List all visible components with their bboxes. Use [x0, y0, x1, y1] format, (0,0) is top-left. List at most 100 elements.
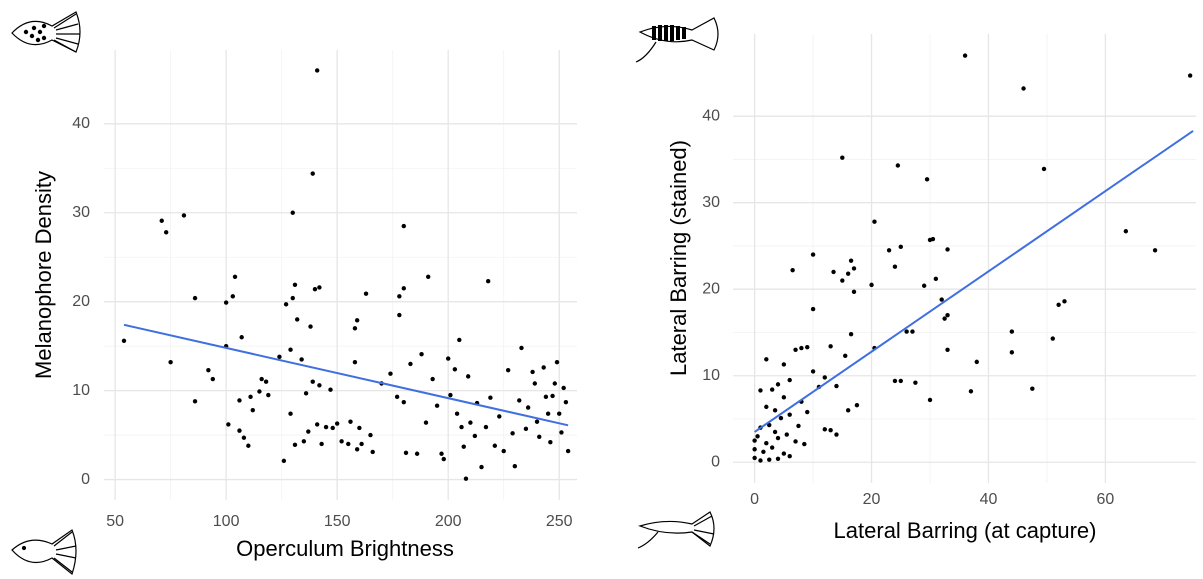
data-point	[299, 357, 304, 362]
data-point	[308, 324, 313, 329]
data-point	[530, 369, 535, 375]
data-point	[805, 409, 810, 415]
data-point	[910, 329, 915, 334]
data-point	[479, 464, 484, 470]
x-tick-label: 60	[1096, 491, 1114, 508]
data-point	[805, 344, 810, 350]
data-point	[799, 345, 804, 351]
data-point	[758, 388, 763, 393]
data-point	[541, 365, 546, 370]
data-point	[764, 357, 769, 362]
data-point	[1041, 166, 1047, 172]
data-point	[872, 219, 877, 224]
data-point	[348, 419, 353, 424]
data-point	[775, 456, 781, 461]
data-point	[505, 367, 511, 373]
data-point	[810, 306, 816, 312]
data-point	[163, 230, 169, 235]
y-tick-label: 20	[702, 280, 720, 297]
data-point	[790, 267, 795, 273]
data-point	[210, 376, 216, 382]
data-point	[397, 294, 402, 299]
data-point	[352, 359, 358, 365]
data-point	[334, 421, 340, 426]
data-point	[772, 408, 778, 413]
data-point	[1009, 350, 1015, 355]
data-point	[787, 453, 792, 459]
data-point	[793, 347, 798, 352]
data-point	[290, 295, 295, 301]
data-point	[510, 431, 515, 436]
data-point	[939, 297, 944, 302]
fish-icon-slender	[637, 511, 715, 549]
x-tick-label: 50	[106, 513, 124, 530]
data-point	[802, 441, 807, 447]
data-point	[359, 441, 364, 447]
data-point	[767, 457, 772, 462]
y-tick-label: 0	[711, 453, 720, 470]
x-tick-label: 200	[435, 513, 462, 530]
data-point	[1030, 386, 1035, 391]
data-point	[426, 274, 431, 279]
data-point	[532, 381, 538, 386]
data-point	[828, 428, 833, 433]
data-point	[472, 433, 478, 439]
data-point	[408, 361, 413, 367]
data-point	[775, 382, 781, 387]
data-point	[168, 359, 173, 365]
data-point	[752, 438, 757, 443]
data-point	[181, 213, 187, 218]
data-point	[554, 359, 560, 365]
data-point	[968, 389, 974, 394]
data-point	[1152, 248, 1158, 253]
data-point	[468, 420, 473, 425]
data-point	[545, 411, 551, 416]
data-point	[401, 399, 406, 405]
data-point	[772, 429, 778, 435]
data-point	[930, 236, 936, 242]
data-point	[840, 278, 845, 283]
data-point	[1187, 73, 1193, 78]
data-point	[306, 429, 311, 434]
data-point	[317, 285, 322, 290]
data-point	[758, 458, 763, 463]
data-point	[854, 402, 860, 408]
data-point	[557, 411, 562, 416]
data-point	[945, 247, 950, 252]
data-point	[537, 434, 542, 440]
data-point	[913, 380, 918, 385]
fish-icon-barred	[635, 17, 719, 63]
data-point	[394, 394, 400, 400]
data-point	[898, 244, 903, 250]
x-tick-label: 100	[213, 513, 240, 530]
data-point	[810, 252, 816, 257]
data-point	[886, 248, 892, 253]
data-point	[288, 347, 293, 352]
data-point	[246, 443, 251, 448]
data-point	[401, 286, 406, 291]
data-point	[561, 385, 566, 391]
data-point	[328, 387, 333, 392]
data-point	[401, 223, 406, 229]
data-point	[292, 282, 298, 287]
data-point	[257, 389, 262, 394]
data-point	[459, 424, 464, 430]
data-point	[1050, 336, 1055, 341]
data-point	[352, 326, 358, 331]
data-point	[769, 387, 775, 392]
data-point	[921, 283, 927, 288]
data-point	[892, 378, 898, 384]
fish-icon-plain	[11, 529, 77, 576]
data-point	[454, 411, 460, 416]
data-point	[368, 432, 373, 438]
data-point	[519, 345, 524, 351]
data-point	[317, 383, 322, 388]
data-point	[845, 408, 851, 413]
data-point	[869, 282, 874, 288]
data-point	[457, 337, 462, 343]
data-point	[192, 399, 198, 404]
data-point	[314, 68, 320, 73]
data-point	[851, 289, 857, 295]
data-point	[463, 476, 469, 481]
y-tick-label: 30	[702, 194, 720, 211]
